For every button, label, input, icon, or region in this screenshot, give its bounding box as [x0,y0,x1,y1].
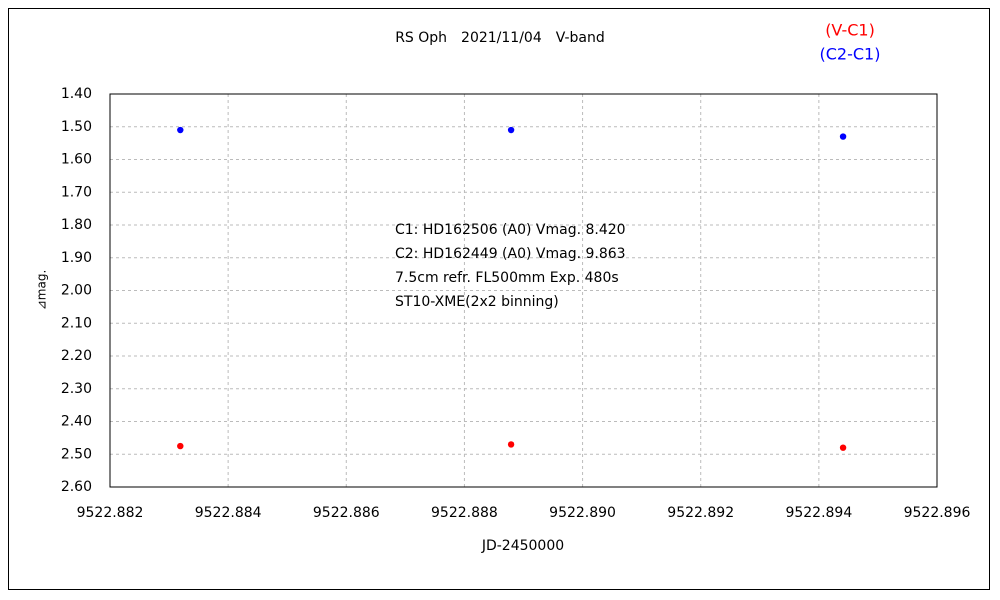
data-point [839,133,847,140]
y-tick-label: 1.50 [61,119,92,135]
annotation: C2: HD162449 (A0) Vmag. 9.863 [395,246,626,262]
x-tick-label: 9522.884 [195,505,262,521]
y-tick-label: 1.90 [61,250,92,266]
y-tick-label: 2.30 [61,381,92,397]
data-point [507,126,515,134]
y-tick-label: 2.20 [61,348,92,364]
y-tick-label: 1.60 [61,152,92,168]
x-tick-label: 9522.882 [77,505,144,521]
x-tick-label: 9522.890 [549,505,616,521]
x-tick-label: 9522.892 [667,505,734,521]
data-point [177,126,184,134]
y-tick-label: 1.80 [61,217,92,233]
y-tick-label: 2.50 [61,446,92,462]
y-tick-label: 2.00 [61,283,92,299]
annotation: C1: HD162506 (A0) Vmag. 8.420 [395,222,626,238]
y-tick-label: 2.40 [61,414,92,430]
legend-entry: (C2-C1) [820,45,881,64]
y-tick-label: 2.60 [61,479,92,495]
x-axis-label: JD-2450000 [481,538,564,554]
annotation: 7.5cm refr. FL500mm Exp. 480s [395,270,619,286]
plot-frame [109,93,938,488]
data-point [839,444,847,451]
x-tick-label: 9522.888 [431,505,498,521]
legend-entry: (V-C1) [825,21,875,40]
x-tick-label: 9522.886 [313,505,380,521]
x-tick-label: 9522.896 [904,505,971,521]
annotation: ST10-XME(2x2 binning) [395,294,559,310]
data-point [177,442,184,450]
chart-border [8,8,990,590]
y-axis-label: ⊿mag. [35,270,49,311]
y-tick-label: 2.10 [61,315,92,331]
chart-title: RS Oph 2021/11/04 V-band [395,30,605,46]
data-point [507,441,515,448]
x-tick-label: 9522.894 [785,505,852,521]
y-tick-label: 1.40 [61,86,92,102]
y-tick-label: 1.70 [61,184,92,200]
